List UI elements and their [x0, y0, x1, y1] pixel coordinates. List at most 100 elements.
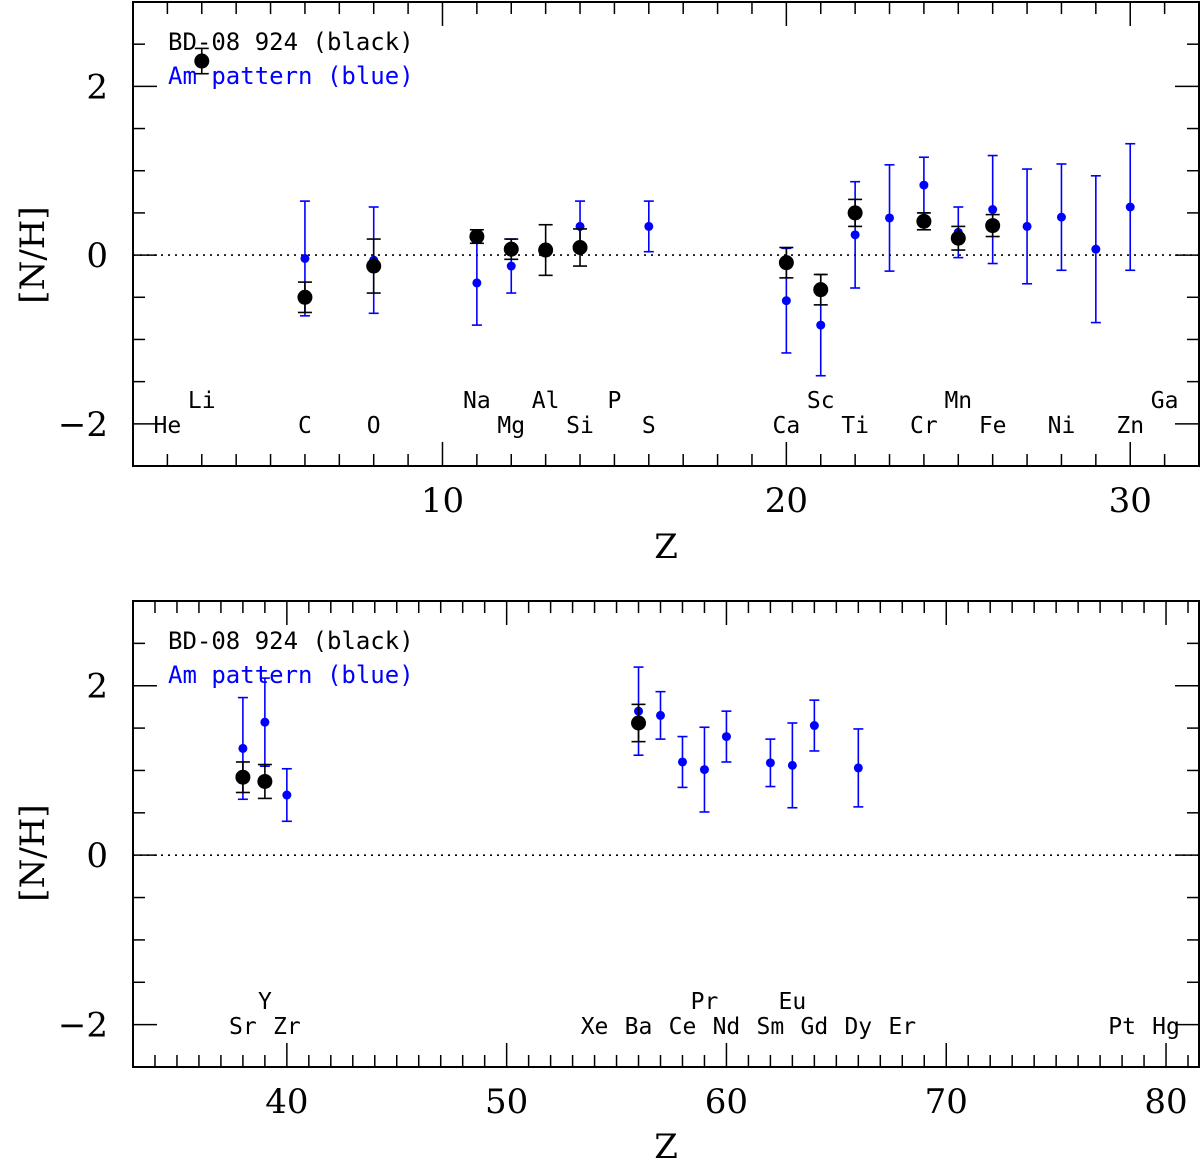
element-label: O — [367, 413, 381, 439]
plot-frame — [132, 600, 1200, 1068]
element-label: Zn — [1116, 413, 1144, 439]
legend-entry: BD-08 924 (black) — [168, 627, 414, 655]
element-label: S — [642, 413, 656, 439]
panel-light-elements: 10 20 30 −2 0 2 Z [N/H] BD-08 924 (black) Am patt… — [13, 1, 1200, 567]
data-point-bd08924 — [950, 230, 966, 246]
data-point-bd08924 — [366, 258, 382, 274]
plot-frame — [132, 1, 1200, 467]
panel-heavy-elements: 40 50 60 70 80 −2 0 2 Z [N/H] BD-08 924 (black) Am … — [13, 600, 1200, 1160]
x-tick-label: 80 — [1144, 1082, 1187, 1122]
data-point-am-pattern — [300, 253, 310, 263]
element-label: Fe — [979, 413, 1007, 439]
element-label: Na — [463, 388, 491, 414]
y-tick-label: 0 — [86, 236, 108, 276]
x-axis-label: Z — [654, 1127, 678, 1160]
data-point-bd08924 — [631, 715, 647, 731]
x-tick-label: 70 — [925, 1082, 968, 1122]
element-label: Ce — [669, 1014, 697, 1040]
data-point-am-pattern — [721, 732, 731, 742]
x-tick-label: 40 — [265, 1082, 308, 1122]
element-label: Sc — [807, 388, 835, 414]
data-point-am-pattern — [282, 790, 292, 800]
x-tick-label: 20 — [765, 481, 808, 521]
y-tick-label: 0 — [86, 836, 108, 876]
data-point-am-pattern — [1091, 244, 1101, 254]
element-label: Ni — [1048, 413, 1076, 439]
data-point-am-pattern — [816, 320, 826, 330]
data-point-am-pattern — [472, 278, 482, 288]
element-label: P — [607, 388, 621, 414]
data-point-bd08924 — [572, 239, 588, 255]
element-label: Ga — [1151, 388, 1179, 414]
element-label: Gd — [801, 1014, 829, 1040]
element-label: Eu — [779, 989, 807, 1015]
data-point-am-pattern — [988, 205, 998, 215]
element-label: Xe — [581, 1014, 609, 1040]
x-tick-label: 30 — [1109, 481, 1152, 521]
element-label: Pr — [691, 989, 719, 1015]
data-point-bd08924 — [194, 53, 210, 69]
element-label: Si — [566, 413, 594, 439]
y-axis-label: [N/H] — [13, 206, 53, 303]
element-label: Pt — [1108, 1014, 1136, 1040]
data-point-am-pattern — [506, 261, 516, 271]
data-point-am-pattern — [850, 230, 860, 240]
x-axis-label: Z — [654, 527, 678, 567]
legend-entry: Am pattern (blue) — [168, 62, 414, 90]
element-label: Li — [188, 388, 216, 414]
data-point-am-pattern — [765, 758, 775, 768]
x-tick-label: 50 — [485, 1082, 528, 1122]
element-label: Sr — [229, 1014, 257, 1040]
data-point-am-pattern — [644, 221, 654, 231]
data-point-am-pattern — [1125, 202, 1135, 212]
legend-entry: Am pattern (blue) — [168, 661, 414, 689]
element-label: C — [298, 413, 312, 439]
y-tick-label: −2 — [58, 405, 108, 445]
element-label: Mn — [944, 388, 972, 414]
data-point-bd08924 — [778, 255, 794, 271]
element-label: Ca — [773, 413, 801, 439]
element-label: Nd — [713, 1014, 741, 1040]
element-label: Hg — [1152, 1014, 1180, 1040]
data-point-bd08924 — [847, 205, 863, 221]
element-label: Dy — [844, 1014, 872, 1040]
data-point-am-pattern — [260, 717, 270, 727]
data-point-am-pattern — [787, 760, 797, 770]
data-point-am-pattern — [919, 180, 929, 190]
element-label: He — [154, 413, 182, 439]
data-point-bd08924 — [469, 229, 485, 245]
data-point-bd08924 — [916, 213, 932, 229]
y-tick-label: −2 — [58, 1006, 108, 1046]
data-point-am-pattern — [781, 296, 791, 306]
data-point-bd08924 — [235, 769, 251, 785]
data-point-am-pattern — [885, 213, 895, 223]
element-label: Sm — [757, 1014, 785, 1040]
data-point-bd08924 — [538, 242, 554, 258]
legend-entry: BD-08 924 (black) — [168, 28, 414, 56]
data-point-am-pattern — [656, 710, 666, 720]
data-point-am-pattern — [1056, 212, 1066, 222]
x-tick-label: 60 — [705, 1082, 748, 1122]
y-tick-label: 2 — [86, 67, 108, 107]
element-label: Er — [888, 1014, 916, 1040]
element-label: Al — [532, 388, 560, 414]
element-label: Ti — [841, 413, 869, 439]
element-label: Mg — [497, 413, 525, 439]
data-point-bd08924 — [503, 241, 519, 257]
y-axis-label: [N/H] — [13, 804, 53, 901]
element-label: Y — [258, 989, 272, 1015]
data-point-am-pattern — [238, 743, 248, 753]
data-point-bd08924 — [985, 218, 1001, 234]
x-tick-label: 10 — [421, 481, 464, 521]
data-point-am-pattern — [1022, 221, 1032, 231]
element-label: Cr — [910, 413, 938, 439]
data-point-am-pattern — [809, 721, 819, 731]
data-point-bd08924 — [257, 773, 273, 789]
data-point-am-pattern — [853, 763, 863, 773]
y-tick-label: 2 — [86, 667, 108, 707]
data-point-am-pattern — [677, 757, 687, 767]
data-point-bd08924 — [813, 282, 829, 298]
data-point-bd08924 — [297, 289, 313, 305]
element-label: Ba — [625, 1014, 653, 1040]
